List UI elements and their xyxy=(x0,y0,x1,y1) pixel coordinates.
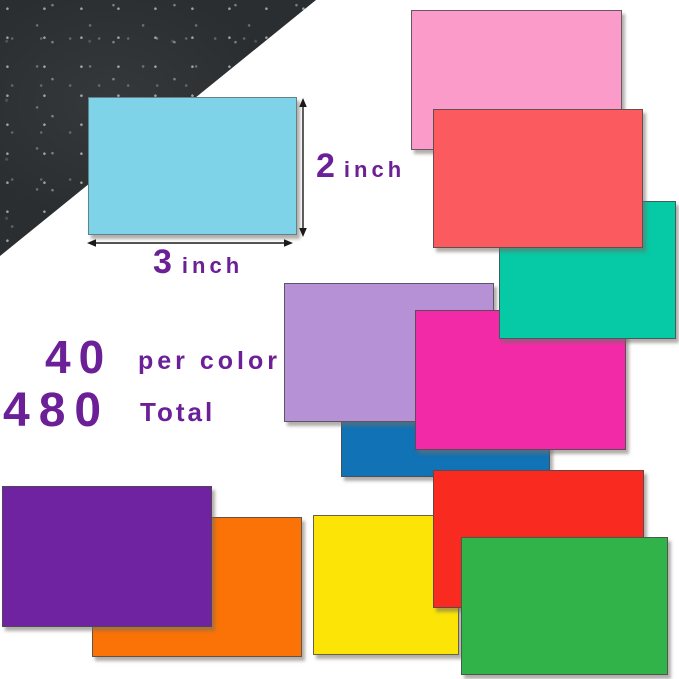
width-dimension-arrow-icon xyxy=(87,239,293,247)
total-label: Total xyxy=(140,397,216,427)
sheet-coral-red xyxy=(433,109,643,248)
height-dimension-arrow-icon xyxy=(299,98,307,237)
total-count: 480 xyxy=(3,384,111,437)
sheet-green xyxy=(461,537,668,675)
height-dimension-label: 2 inch xyxy=(316,147,405,186)
per-color-label: per color xyxy=(138,347,281,375)
sheet-purple xyxy=(2,486,212,627)
width-value: 3 xyxy=(153,243,174,281)
width-dimension-label: 3 inch xyxy=(153,243,243,282)
width-unit: inch xyxy=(181,253,244,278)
height-value: 2 xyxy=(316,147,337,185)
per-color-count: 40 xyxy=(45,331,113,383)
size-demo-sheet xyxy=(88,97,297,235)
height-unit: inch xyxy=(343,157,406,182)
